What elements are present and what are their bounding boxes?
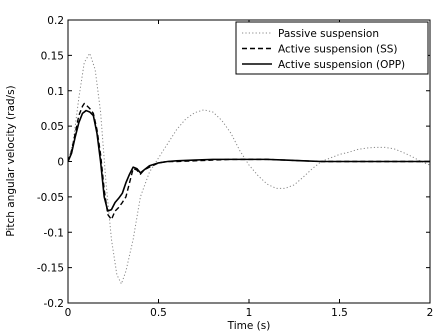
y-axis-label: Pitch angular velocity (rad/s)	[5, 85, 17, 236]
y-tick-label: -0.15	[37, 263, 64, 275]
x-tick-label: 1	[246, 307, 253, 319]
y-tick-label: 0.1	[47, 86, 64, 98]
x-tick-label: 2	[427, 307, 434, 319]
y-tick-label: 0.15	[41, 50, 64, 62]
legend-label: Active suspension (SS)	[278, 44, 398, 56]
x-tick-label: 1.5	[331, 307, 348, 319]
series-layer	[68, 52, 430, 285]
y-tick-label: -0.1	[44, 227, 65, 239]
series-line-solid	[68, 109, 430, 212]
ticks-layer: 0 0.5 1 1.5 2 -0.2 -0.15 -0.1 -0.05 0 0.05 0.1 0.15 0…	[37, 15, 434, 319]
x-tick-label: 0.5	[150, 307, 167, 319]
legend-label: Passive suspension	[278, 28, 379, 40]
y-tick-label: -0.05	[37, 192, 64, 204]
series-line-dashed	[68, 102, 430, 221]
y-tick-label: 0.05	[41, 121, 64, 133]
legend-label: Active suspension (OPP)	[278, 59, 405, 71]
series-line-dotted	[68, 52, 430, 285]
legend: Passive suspension Active suspension (SS)…	[235, 21, 429, 75]
y-tick-label: 0	[57, 157, 64, 169]
y-tick-label: 0.2	[47, 15, 64, 27]
x-tick-label: 0	[65, 307, 72, 319]
x-axis-label: Time (s)	[227, 320, 271, 332]
y-tick-label: -0.2	[44, 298, 65, 310]
